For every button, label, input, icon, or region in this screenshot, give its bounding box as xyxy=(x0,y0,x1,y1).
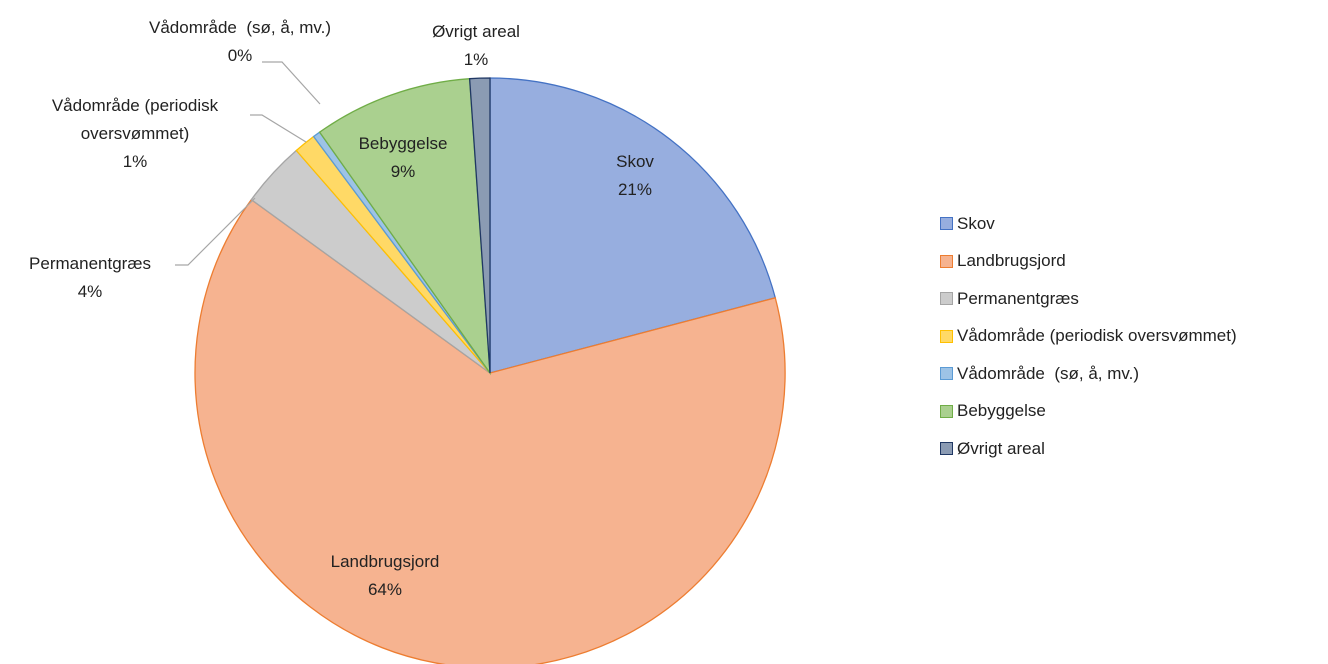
leader-line xyxy=(262,61,321,105)
legend-swatch xyxy=(940,329,953,343)
legend-swatch xyxy=(940,404,953,418)
label-category: Skov xyxy=(616,152,654,171)
label-category: Vådområde (periodisk oversvømmet) xyxy=(51,96,219,143)
data-label: Vådområde (periodisk oversvømmet) 1% xyxy=(35,92,235,176)
label-value: 64% xyxy=(367,580,403,599)
legend-swatch xyxy=(940,367,953,381)
legend-label: Bebyggelse xyxy=(957,401,1046,421)
label-category: Landbrugsjord xyxy=(330,552,440,571)
legend-label: Vådområde (periodisk oversvømmet) xyxy=(957,326,1237,346)
label-value: 4% xyxy=(77,282,103,301)
label-category: Vådområde (sø, å, mv.) xyxy=(148,18,332,37)
data-label: Vådområde (sø, å, mv.) 0% xyxy=(149,14,331,70)
data-label: Øvrigt areal 1% xyxy=(432,18,520,74)
label-category: Øvrigt areal xyxy=(432,22,520,41)
legend-label: Skov xyxy=(957,213,995,233)
pie-slice xyxy=(468,77,491,374)
label-value: 1% xyxy=(463,50,489,69)
pie-slice xyxy=(194,198,786,664)
legend-swatch xyxy=(940,442,953,456)
label-value: 1% xyxy=(122,152,148,171)
label-value: 9% xyxy=(390,162,416,181)
label-value: 0% xyxy=(227,46,253,65)
data-label: Skov 21% xyxy=(616,148,654,204)
legend-item: Vådområde (periodisk oversvømmet) xyxy=(940,318,1237,356)
pie-slice xyxy=(318,78,491,376)
legend-label: Permanentgræs xyxy=(957,288,1079,308)
data-label: Landbrugsjord 64% xyxy=(331,548,440,604)
legend-item: Øvrigt areal xyxy=(940,430,1237,468)
legend-swatch xyxy=(940,292,953,306)
leader-line xyxy=(250,114,307,143)
legend-item: Bebyggelse xyxy=(940,393,1237,431)
legend-swatch xyxy=(940,254,953,268)
label-value: 21% xyxy=(617,180,653,199)
label-category: Bebyggelse xyxy=(358,134,448,153)
legend-label: Landbrugsjord xyxy=(957,251,1066,271)
legend-item: Landbrugsjord xyxy=(940,243,1237,281)
legend: Skov Landbrugsjord Permanentgræs Vådområde … xyxy=(940,205,1237,468)
legend-item: Vådområde (sø, å, mv.) xyxy=(940,355,1237,393)
legend-label: Vådområde (sø, å, mv.) xyxy=(957,363,1140,383)
label-category: Permanentgræs xyxy=(29,254,151,273)
legend-swatch xyxy=(940,217,953,231)
legend-item: Skov xyxy=(940,205,1237,243)
leader-line xyxy=(175,197,256,266)
legend-label: Øvrigt areal xyxy=(957,438,1045,458)
pie-slice xyxy=(489,77,777,374)
legend-item: Permanentgræs xyxy=(940,280,1237,318)
data-label: Bebyggelse 9% xyxy=(359,130,448,186)
data-label: Permanentgræs 4% xyxy=(29,250,151,306)
